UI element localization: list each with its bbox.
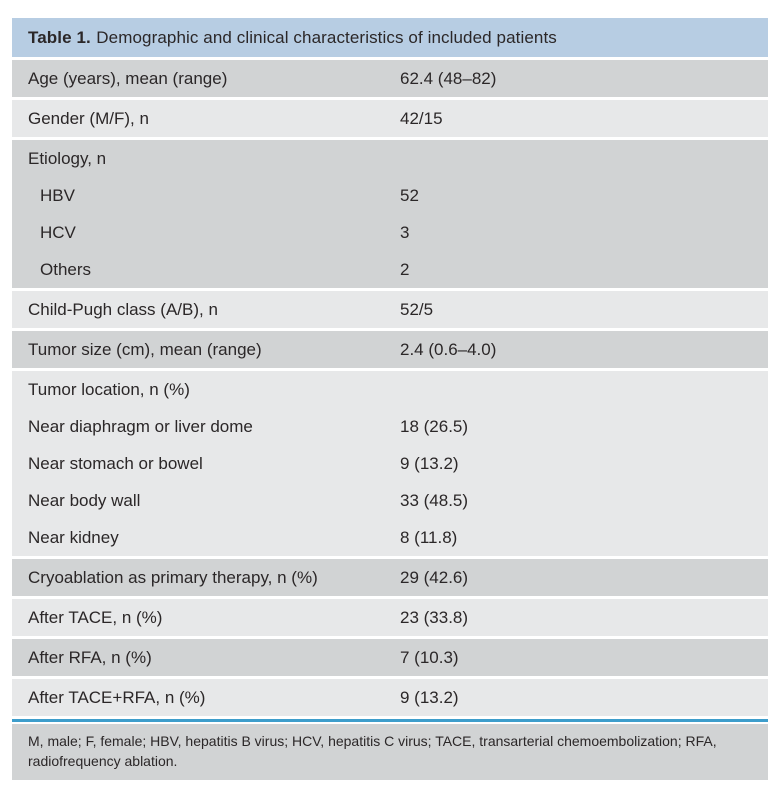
row-value: 9 (13.2) bbox=[400, 687, 459, 707]
row-label: Child-Pugh class (A/B), n bbox=[28, 299, 218, 319]
row-label: After TACE+RFA, n (%) bbox=[28, 687, 206, 707]
table-section: Tumor location, n (%) Near diaphragm or l… bbox=[12, 371, 768, 556]
table-section: After TACE, n (%) 23 (33.8) bbox=[12, 599, 768, 636]
table-section: Age (years), mean (range) 62.4 (48–82) bbox=[12, 60, 768, 97]
table-row: HCV 3 bbox=[12, 214, 768, 251]
row-label: HBV bbox=[40, 185, 75, 205]
table-row: Gender (M/F), n 42/15 bbox=[12, 100, 768, 137]
table-row: Child-Pugh class (A/B), n 52/5 bbox=[12, 291, 768, 328]
row-value: 9 (13.2) bbox=[400, 453, 459, 473]
table-row: After TACE+RFA, n (%) 9 (13.2) bbox=[12, 679, 768, 716]
table-row: After RFA, n (%) 7 (10.3) bbox=[12, 639, 768, 676]
table-row: Near kidney 8 (11.8) bbox=[12, 519, 768, 556]
row-label: Tumor size (cm), mean (range) bbox=[28, 339, 262, 359]
table-title-text: Demographic and clinical characteristics… bbox=[96, 27, 557, 47]
row-label: After RFA, n (%) bbox=[28, 647, 152, 667]
table-section: Child-Pugh class (A/B), n 52/5 bbox=[12, 291, 768, 328]
table-row: Cryoablation as primary therapy, n (%) 29… bbox=[12, 559, 768, 596]
row-label: Near stomach or bowel bbox=[28, 453, 203, 473]
table-section: Gender (M/F), n 42/15 bbox=[12, 100, 768, 137]
row-value: 33 (48.5) bbox=[400, 490, 469, 510]
row-value: 3 bbox=[400, 222, 410, 242]
row-label: Cryoablation as primary therapy, n (%) bbox=[28, 567, 318, 587]
row-value: 23 (33.8) bbox=[400, 607, 469, 627]
footnote-divider bbox=[12, 719, 768, 722]
row-value: 2 bbox=[400, 259, 410, 279]
table-row: Near diaphragm or liver dome 18 (26.5) bbox=[12, 408, 768, 445]
table-title: Table 1. Demographic and clinical charac… bbox=[12, 18, 768, 57]
row-label: Others bbox=[40, 259, 92, 279]
row-label: Etiology, n bbox=[28, 148, 107, 168]
row-value: 7 (10.3) bbox=[400, 647, 459, 667]
demographics-table: Table 1. Demographic and clinical charac… bbox=[12, 18, 768, 781]
table-row: HBV 52 bbox=[12, 177, 768, 214]
row-label: After TACE, n (%) bbox=[28, 607, 163, 627]
row-value: 52/5 bbox=[400, 299, 434, 319]
table-section: Cryoablation as primary therapy, n (%) 29… bbox=[12, 559, 768, 596]
table-section: Tumor size (cm), mean (range) 2.4 (0.6–4.… bbox=[12, 331, 768, 368]
row-value: 18 (26.5) bbox=[400, 416, 469, 436]
row-label: Near body wall bbox=[28, 490, 141, 510]
table-footnote: M, male; F, female; HBV, hepatitis B vir… bbox=[12, 724, 768, 781]
table-number-label: Table 1. bbox=[28, 27, 91, 47]
table-row: Others 2 bbox=[12, 251, 768, 288]
table-row: Tumor location, n (%) bbox=[12, 371, 768, 408]
row-label: Gender (M/F), n bbox=[28, 108, 149, 128]
row-label: Age (years), mean (range) bbox=[28, 68, 228, 88]
table-row: After TACE, n (%) 23 (33.8) bbox=[12, 599, 768, 636]
row-value: 52 bbox=[400, 185, 419, 205]
row-value: 8 (11.8) bbox=[400, 527, 458, 547]
row-value: 62.4 (48–82) bbox=[400, 68, 497, 88]
row-label: HCV bbox=[40, 222, 76, 242]
table-row: Age (years), mean (range) 62.4 (48–82) bbox=[12, 60, 768, 97]
table-row: Tumor size (cm), mean (range) 2.4 (0.6–4.… bbox=[12, 331, 768, 368]
table-section: Etiology, n HBV 52 HCV 3 Others 2 bbox=[12, 140, 768, 288]
row-value: 2.4 (0.6–4.0) bbox=[400, 339, 497, 359]
table-section: After TACE+RFA, n (%) 9 (13.2) bbox=[12, 679, 768, 716]
table-section: After RFA, n (%) 7 (10.3) bbox=[12, 639, 768, 676]
row-label: Near diaphragm or liver dome bbox=[28, 416, 253, 436]
row-label: Tumor location, n (%) bbox=[28, 379, 190, 399]
row-value: 42/15 bbox=[400, 108, 443, 128]
table-row: Etiology, n bbox=[12, 140, 768, 177]
table-body: Age (years), mean (range) 62.4 (48–82) Gen… bbox=[12, 60, 768, 716]
table-row: Near stomach or bowel 9 (13.2) bbox=[12, 445, 768, 482]
row-value: 29 (42.6) bbox=[400, 567, 469, 587]
row-label: Near kidney bbox=[28, 527, 119, 547]
table-row: Near body wall 33 (48.5) bbox=[12, 482, 768, 519]
